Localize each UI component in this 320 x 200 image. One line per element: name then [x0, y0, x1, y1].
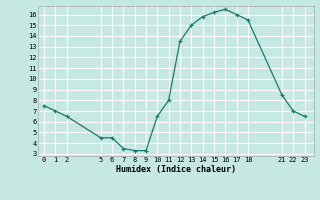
X-axis label: Humidex (Indice chaleur): Humidex (Indice chaleur)	[116, 165, 236, 174]
